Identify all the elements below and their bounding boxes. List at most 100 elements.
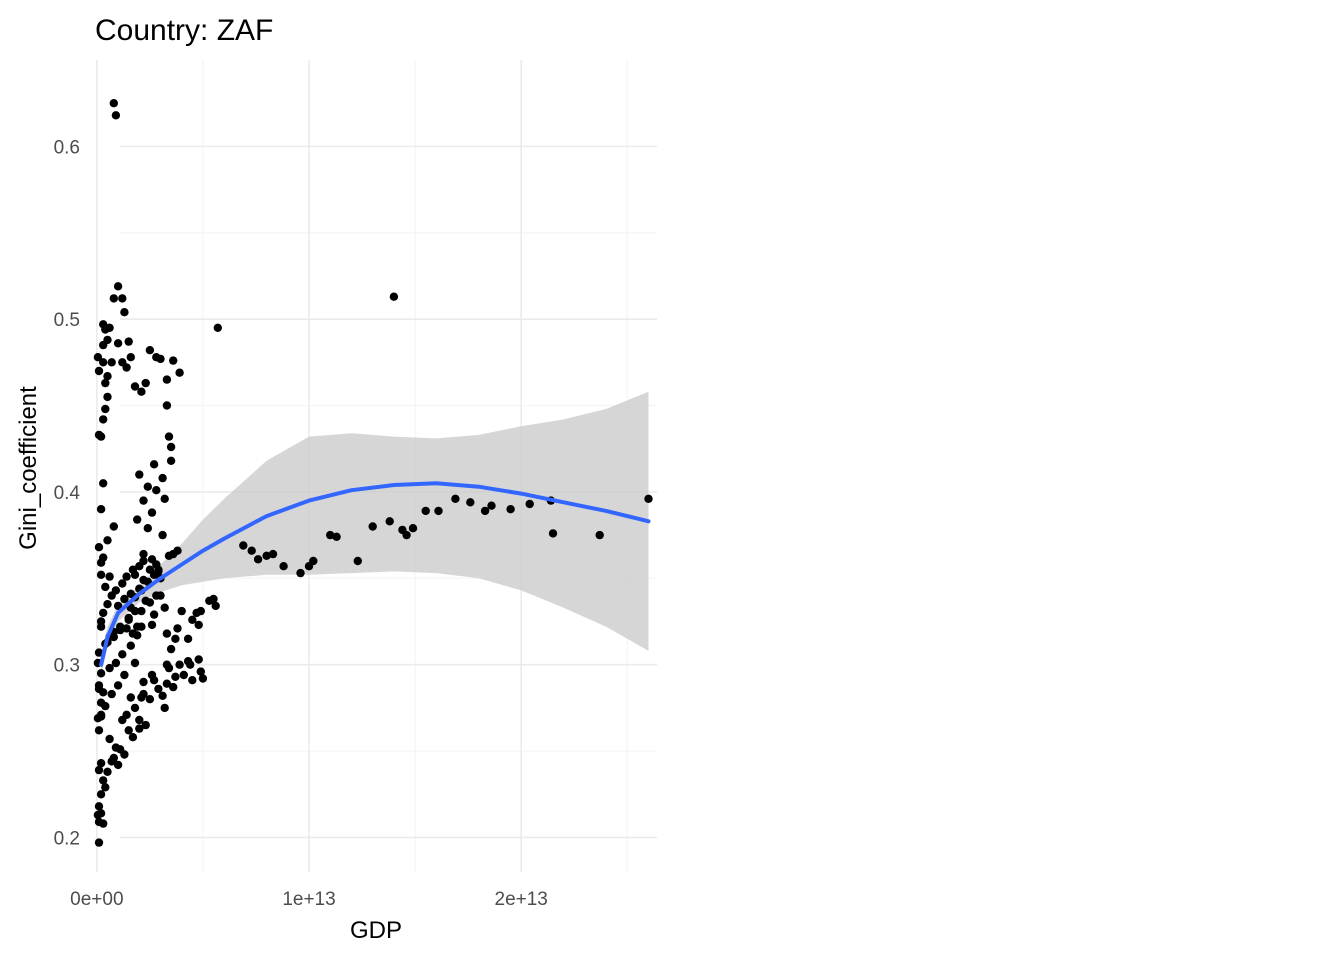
data-point bbox=[101, 378, 110, 388]
data-point bbox=[120, 594, 129, 604]
data-point bbox=[147, 620, 157, 630]
data-point bbox=[434, 506, 443, 516]
data-point bbox=[96, 759, 106, 768]
data-point bbox=[154, 567, 163, 576]
data-point bbox=[94, 684, 104, 694]
data-point bbox=[105, 734, 114, 744]
data-point bbox=[109, 753, 119, 763]
scatter-points bbox=[93, 99, 653, 847]
data-point bbox=[171, 672, 180, 681]
data-point bbox=[166, 456, 176, 465]
data-point bbox=[139, 549, 148, 559]
data-point bbox=[101, 783, 110, 792]
data-point bbox=[268, 549, 278, 559]
data-point bbox=[126, 693, 135, 702]
smooth-line-group bbox=[99, 481, 651, 667]
data-point bbox=[466, 498, 475, 507]
data-point bbox=[94, 765, 104, 775]
data-point bbox=[160, 603, 169, 612]
data-point bbox=[139, 496, 148, 505]
data-point bbox=[525, 499, 534, 509]
data-point bbox=[113, 282, 123, 291]
data-point bbox=[389, 292, 399, 301]
data-point bbox=[137, 622, 146, 631]
data-point bbox=[116, 625, 125, 635]
data-point bbox=[130, 606, 140, 616]
data-point bbox=[126, 641, 135, 650]
data-point bbox=[143, 524, 152, 533]
data-point bbox=[139, 556, 148, 566]
data-point bbox=[160, 703, 169, 713]
y-tick-label: 0.5 bbox=[54, 310, 80, 331]
data-point bbox=[141, 378, 150, 388]
data-point bbox=[101, 582, 110, 592]
data-point bbox=[103, 536, 112, 545]
confidence-band bbox=[101, 391, 649, 675]
data-point bbox=[109, 522, 119, 531]
data-point bbox=[506, 505, 515, 514]
data-point bbox=[96, 505, 106, 514]
data-point bbox=[247, 546, 256, 555]
tick-labels: 0e+00 1e+13 2e+13 0.2 0.3 0.4 0.5 0.6 bbox=[54, 137, 548, 910]
data-point bbox=[262, 551, 271, 560]
data-point bbox=[111, 658, 121, 668]
data-point bbox=[137, 606, 146, 616]
data-point bbox=[239, 541, 248, 550]
data-point bbox=[402, 530, 411, 540]
data-point bbox=[211, 601, 220, 611]
y-tick-label: 0.6 bbox=[54, 137, 80, 158]
data-point bbox=[175, 368, 184, 377]
data-point bbox=[171, 634, 180, 643]
smooth-line bbox=[99, 481, 651, 667]
data-point bbox=[166, 644, 176, 654]
data-point bbox=[96, 809, 106, 818]
data-point bbox=[368, 522, 377, 531]
data-point bbox=[122, 624, 131, 633]
data-point bbox=[385, 517, 394, 526]
data-point bbox=[103, 392, 112, 402]
data-point bbox=[113, 601, 123, 611]
data-point bbox=[96, 790, 106, 799]
data-point bbox=[145, 346, 155, 355]
data-point bbox=[124, 615, 133, 624]
data-point bbox=[103, 372, 112, 381]
data-point bbox=[548, 529, 558, 538]
data-point bbox=[480, 506, 490, 516]
data-point bbox=[118, 650, 127, 659]
y-tick-label: 0.2 bbox=[54, 828, 80, 849]
data-point bbox=[126, 353, 135, 362]
data-point bbox=[94, 726, 104, 735]
data-point bbox=[162, 679, 172, 688]
data-point bbox=[124, 726, 133, 735]
data-point bbox=[162, 629, 172, 638]
data-point bbox=[94, 838, 104, 847]
data-point bbox=[156, 354, 165, 364]
data-point bbox=[105, 572, 114, 581]
data-point bbox=[296, 568, 305, 578]
data-point bbox=[141, 596, 150, 605]
data-point bbox=[179, 670, 188, 680]
data-point bbox=[109, 99, 119, 108]
x-tick-label: 2e+13 bbox=[495, 889, 548, 910]
data-point bbox=[113, 760, 123, 770]
data-point bbox=[96, 712, 106, 721]
data-point bbox=[173, 624, 182, 633]
data-point bbox=[120, 750, 129, 759]
data-point bbox=[99, 415, 108, 424]
y-tick-label: 0.3 bbox=[54, 656, 80, 677]
data-point bbox=[111, 586, 121, 595]
data-point bbox=[309, 556, 318, 566]
data-point bbox=[113, 681, 123, 690]
data-point bbox=[644, 494, 653, 503]
data-point bbox=[118, 579, 127, 588]
data-point bbox=[154, 684, 163, 694]
data-point bbox=[194, 620, 203, 630]
data-point bbox=[196, 606, 205, 616]
data-point bbox=[126, 589, 135, 598]
data-point bbox=[169, 549, 178, 559]
data-point bbox=[183, 634, 193, 643]
data-point bbox=[96, 622, 106, 631]
data-point bbox=[99, 479, 108, 488]
data-point bbox=[101, 404, 110, 414]
